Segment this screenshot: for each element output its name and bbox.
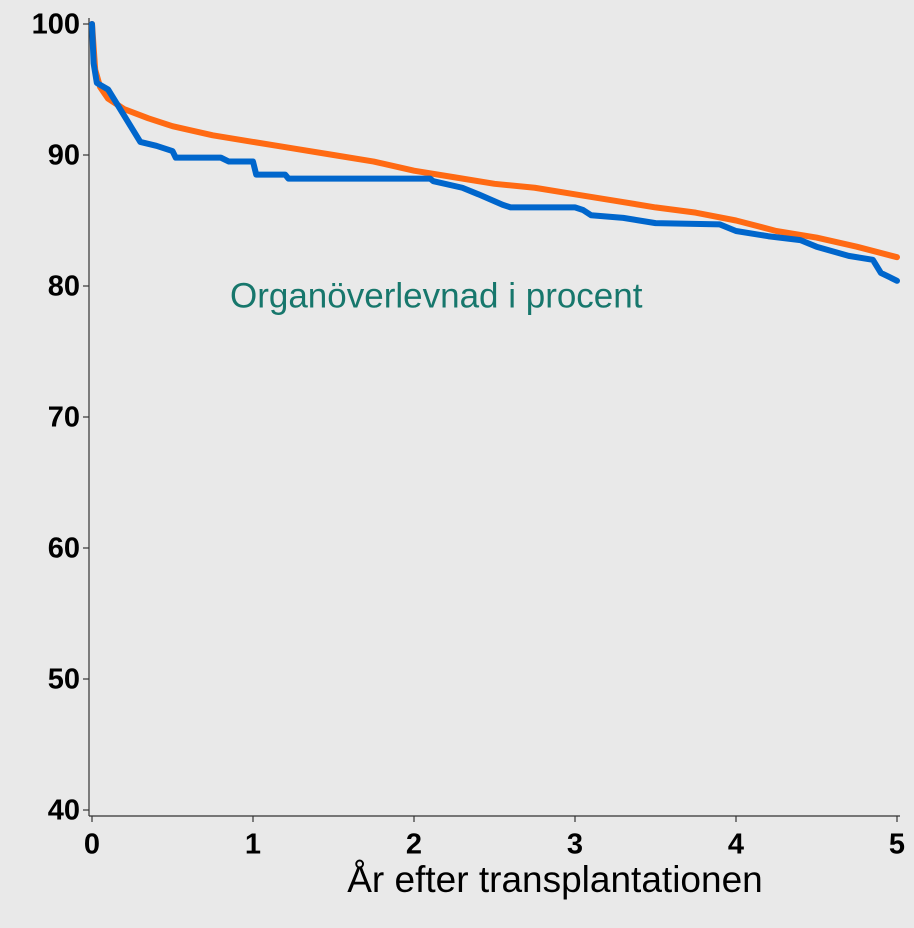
x-tick-label: 2 bbox=[406, 829, 422, 861]
x-tick-label: 4 bbox=[728, 829, 744, 861]
x-tick-label: 3 bbox=[567, 829, 583, 861]
y-tick-label: 80 bbox=[48, 271, 80, 303]
y-tick-label: 100 bbox=[32, 9, 80, 41]
x-tick-label: 5 bbox=[889, 829, 905, 861]
y-tick-label: 50 bbox=[48, 664, 80, 696]
x-tick-label: 0 bbox=[84, 829, 100, 861]
y-tick-label: 70 bbox=[48, 402, 80, 434]
y-tick-label: 60 bbox=[48, 533, 80, 565]
annotation: Organöverlevnad i procent bbox=[230, 276, 643, 315]
x-tick-label: 1 bbox=[245, 829, 261, 861]
y-tick-label: 40 bbox=[48, 795, 80, 827]
survival-line bbox=[89, 21, 900, 284]
x-axis-label: År efter transplantationen bbox=[347, 859, 762, 900]
y-tick-label: 90 bbox=[48, 140, 80, 172]
survival-line bbox=[89, 21, 900, 261]
